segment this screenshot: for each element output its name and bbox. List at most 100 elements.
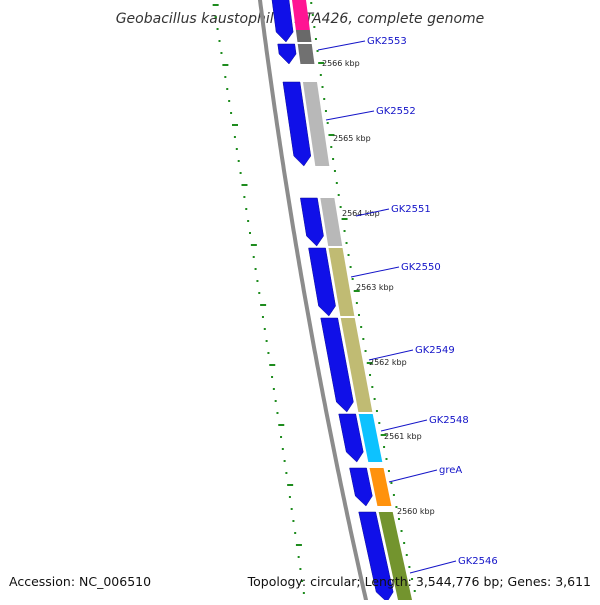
scale-tick	[328, 134, 335, 136]
gene-label[interactable]: GK2546	[458, 556, 498, 567]
scale-tick	[330, 146, 333, 148]
scale-tick	[311, 14, 314, 16]
cds-arrow[interactable]	[282, 81, 312, 167]
gc-tick	[297, 556, 300, 558]
gc-tick	[295, 544, 302, 546]
kbp-tick-label: 2565 kbp	[333, 134, 371, 143]
scale-tick	[316, 50, 319, 52]
gc-tick	[239, 172, 242, 174]
gc-tick	[288, 496, 291, 498]
scale-tick	[375, 410, 378, 412]
cds-arrow[interactable]	[349, 467, 373, 507]
scale-tick	[366, 362, 373, 364]
gc-tick	[271, 376, 274, 378]
scale-tick	[355, 302, 358, 304]
scale-tick	[413, 590, 416, 592]
gene-leader-line	[409, 560, 457, 574]
scale-tick	[345, 242, 348, 244]
gc-skew-track	[212, 4, 305, 594]
cds-arrow[interactable]	[277, 43, 297, 65]
gc-tick	[233, 136, 236, 138]
gc-tick	[220, 52, 223, 54]
kbp-tick-label: 2562 kbp	[369, 358, 407, 367]
scale-tick	[395, 506, 398, 508]
gc-tick	[216, 28, 219, 30]
gc-tick	[292, 520, 295, 522]
scale-tick	[339, 206, 342, 208]
scale-tick	[314, 38, 317, 40]
gene-label[interactable]: GK2550	[401, 262, 441, 273]
scale-tick	[310, 2, 313, 4]
scale-tick	[397, 518, 400, 520]
cds-arrow[interactable]	[358, 511, 394, 603]
scale-tick	[335, 182, 338, 184]
cds-arrow[interactable]	[271, 0, 294, 43]
cds-arrow[interactable]	[300, 197, 324, 247]
gc-tick	[267, 352, 270, 354]
scale-tick	[332, 158, 335, 160]
scale-tick	[341, 218, 348, 220]
gc-tick	[218, 40, 221, 42]
gc-tick	[299, 568, 302, 570]
cog-segment	[340, 318, 373, 412]
gene-label[interactable]: GK2553	[367, 36, 407, 47]
gene-leader-line	[350, 266, 400, 278]
gc-tick	[280, 436, 283, 438]
scale-tick	[364, 350, 367, 352]
cog-segment	[369, 468, 392, 506]
scale-tick	[411, 578, 414, 580]
scale-tick	[357, 314, 360, 316]
gene-label[interactable]: GK2552	[376, 106, 416, 117]
gc-tick	[258, 292, 261, 294]
cds-arrow[interactable]	[338, 413, 364, 463]
gene-leader-line	[317, 40, 366, 51]
gc-tick	[276, 412, 279, 414]
scale-tick	[380, 434, 387, 436]
gc-tick	[283, 460, 286, 462]
gene-labels: GK2553 GK2552 GK2551 GK2550 GK2549 GK2548 greA…	[317, 36, 498, 574]
gene-leader-line	[368, 349, 414, 361]
gc-tick	[252, 256, 255, 258]
gc-tick	[281, 448, 284, 450]
gc-tick	[250, 244, 257, 246]
scale-tick	[324, 110, 327, 112]
scale-tick	[369, 374, 372, 376]
cds-arrow[interactable]	[320, 317, 354, 413]
accession-text: Accession: NC_006510	[9, 574, 151, 589]
gene-label[interactable]: GK2551	[391, 204, 431, 215]
scale-tick	[387, 470, 390, 472]
gc-tick	[212, 4, 219, 6]
scale-tick	[353, 290, 360, 292]
gene-label[interactable]: GK2549	[415, 345, 455, 356]
gc-tick	[248, 232, 251, 234]
gc-tick	[237, 160, 240, 162]
gene-leader-line	[325, 110, 375, 121]
scale-tick	[313, 26, 316, 28]
scale-tick	[405, 554, 408, 556]
gc-tick	[287, 484, 294, 486]
scale-tick	[360, 326, 363, 328]
gc-tick	[214, 16, 217, 18]
scale-tick	[371, 386, 374, 388]
cds-arrow[interactable]	[308, 247, 336, 317]
topology-text: Topology: circular; Length: 3,544,776 bp…	[247, 574, 591, 589]
gene-label[interactable]: greA	[439, 465, 462, 476]
kbp-tick-label: 2564 kbp	[342, 209, 380, 218]
scale-tick	[347, 254, 350, 256]
scale-tick	[403, 542, 406, 544]
cog-segment	[295, 30, 312, 42]
gc-tick	[263, 328, 266, 330]
kbp-tick-label: 2560 kbp	[397, 507, 435, 516]
gc-tick	[278, 424, 285, 426]
cog-segment	[320, 198, 343, 246]
scale-tick	[326, 122, 329, 124]
gc-tick	[230, 112, 233, 114]
gene-label[interactable]: GK2548	[429, 415, 469, 426]
gc-tick	[254, 268, 257, 270]
scale-tick	[383, 446, 386, 448]
cog-segment	[292, 0, 310, 30]
gc-tick	[224, 76, 227, 78]
gc-tick	[243, 196, 246, 198]
